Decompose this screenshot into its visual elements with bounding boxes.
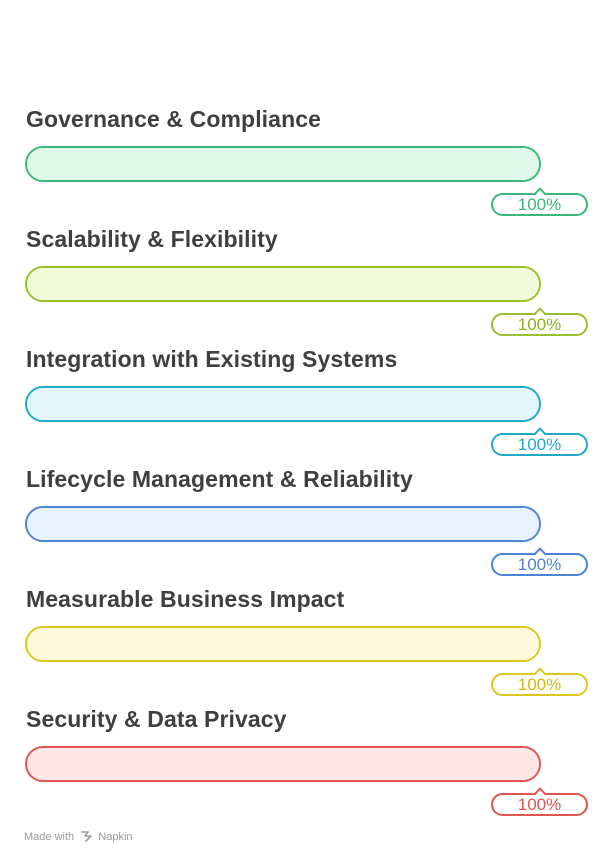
progress-row-title: Measurable Business Impact [26, 586, 345, 612]
progress-bar [25, 386, 541, 422]
progress-row-title: Lifecycle Management & Reliability [26, 466, 413, 492]
progress-row: Measurable Business Impact 100% [0, 585, 613, 705]
progress-bar-fill [27, 148, 539, 180]
progress-value-badge: 100% [491, 547, 588, 576]
made-with-napkin-footer: Made with Napkin [24, 830, 133, 844]
made-with-label: Made with [24, 831, 75, 843]
napkin-logo-icon [81, 831, 93, 842]
progress-list: Governance & Compliance 100% Scalability &… [0, 105, 613, 825]
progress-value-badge: 100% [491, 307, 588, 336]
progress-row: Integration with Existing Systems 100% [0, 345, 613, 465]
progress-row: Lifecycle Management & Reliability 100% [0, 465, 613, 585]
progress-value-text: 100% [517, 435, 562, 454]
progress-bar-fill [27, 388, 539, 420]
napkin-brand-label: Napkin [98, 831, 133, 843]
progress-bar-fill [27, 748, 539, 780]
progress-value-badge: 100% [491, 187, 588, 216]
progress-value-text: 100% [517, 315, 562, 334]
progress-value-badge: 100% [491, 427, 588, 456]
progress-value-text: 100% [517, 555, 562, 574]
progress-value-badge: 100% [491, 787, 588, 816]
progress-bar-fill [27, 628, 539, 660]
progress-row-title: Integration with Existing Systems [26, 346, 398, 372]
progress-bar [25, 506, 541, 542]
progress-row: Scalability & Flexibility 100% [0, 225, 613, 345]
progress-bar-fill [27, 268, 539, 300]
progress-bar [25, 746, 541, 782]
progress-bar-fill [27, 508, 539, 540]
progress-value-badge: 100% [491, 667, 588, 696]
progress-row-title: Governance & Compliance [26, 106, 321, 132]
progress-bar [25, 266, 541, 302]
progress-row-title: Scalability & Flexibility [26, 226, 278, 252]
progress-value-text: 100% [517, 675, 562, 694]
progress-value-text: 100% [517, 195, 562, 214]
progress-bar [25, 626, 541, 662]
progress-bar [25, 146, 541, 182]
progress-row: Security & Data Privacy 100% [0, 705, 613, 825]
progress-row: Governance & Compliance 100% [0, 105, 613, 225]
progress-row-title: Security & Data Privacy [26, 706, 287, 732]
progress-value-text: 100% [517, 795, 562, 814]
